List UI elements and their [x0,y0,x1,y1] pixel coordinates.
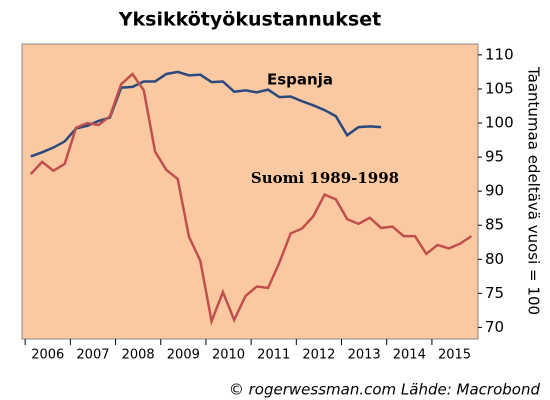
y-tick-label: 70 [485,318,504,336]
x-tick-label: 2014 [393,348,426,363]
y-tick-label: 95 [485,148,504,166]
x-tick-label: 2006 [31,348,64,363]
chart-title: Yksikkötyökustannukset [118,9,381,31]
y-axis-label: Taantumaa edeltävä vuosi = 100 [525,66,543,315]
x-tick-label: 2012 [302,348,335,363]
x-tick-label: 2007 [76,348,109,363]
series-annotation: Suomi 1989-1998 [251,169,399,187]
x-tick-label: 2015 [438,348,471,363]
y-tick-label: 110 [485,45,514,63]
y-tick-label: 85 [485,216,504,234]
series-line [29,72,473,326]
x-tick-label: 2009 [167,348,200,363]
plot-area [21,43,479,340]
y-tick-label: 90 [485,182,504,200]
source: © rogerwessman.com Lähde: Macrobond [229,381,541,399]
x-tick-label: 2010 [212,348,245,363]
y-tick-label: 105 [485,79,514,97]
x-tick-label: 2013 [348,348,381,363]
y-tick-label: 100 [485,114,514,132]
y-tick-label: 80 [485,250,504,268]
x-tick-label: 2011 [257,348,290,363]
series-line [30,70,382,158]
series-annotation: Espanja [267,71,333,89]
y-tick-label: 75 [485,284,504,302]
x-tick-label: 2008 [122,348,155,363]
